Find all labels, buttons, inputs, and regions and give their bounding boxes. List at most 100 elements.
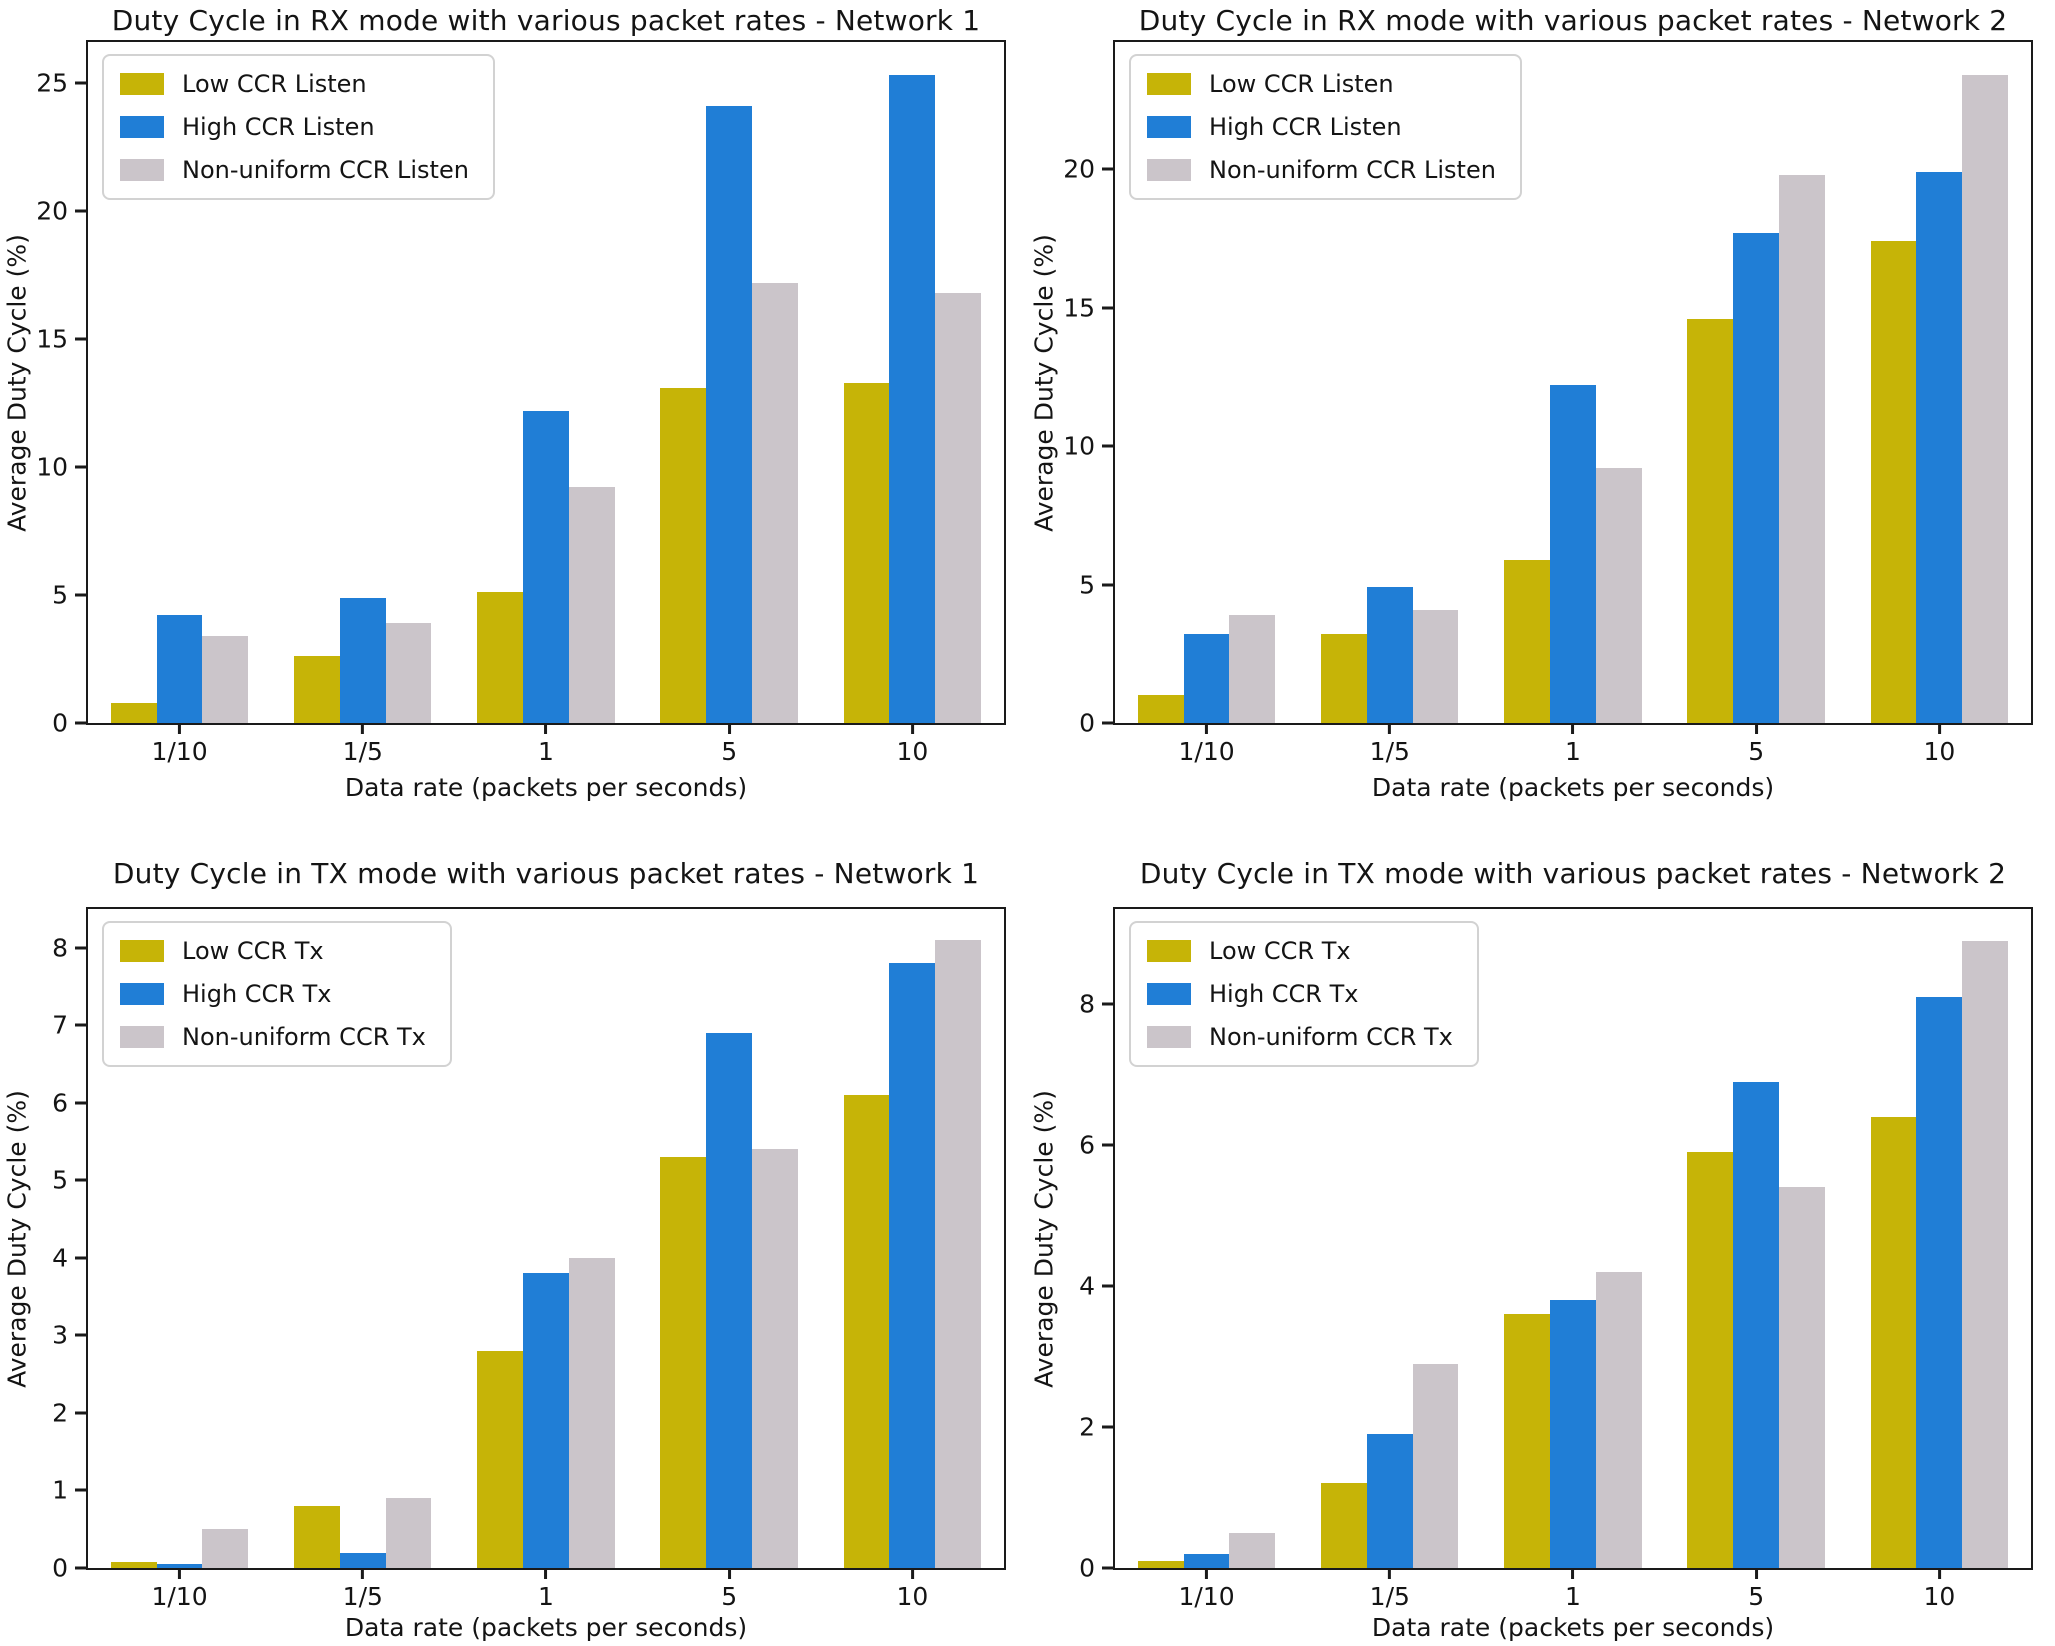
x-tick: 1 [538, 723, 554, 764]
bar-non-uniform-ccr-tx-1-10 [202, 1529, 249, 1568]
x-tick-mark [178, 1568, 182, 1579]
x-tick: 10 [1923, 723, 1955, 764]
y-tick-mark [1102, 306, 1113, 310]
legend-label: Non-uniform CCR Tx [182, 1023, 426, 1051]
y-tick-label: 8 [52, 933, 68, 963]
x-axis-label: Data rate (packets per seconds) [1371, 1613, 1775, 1642]
x-tick-label: 1 [1565, 737, 1581, 766]
x-tick-mark [1388, 1568, 1392, 1579]
x-axis-ticks: 1/10 1/5 1 5 10 [1115, 1568, 2031, 1618]
legend-swatch [1147, 1026, 1191, 1048]
x-tick-label: 1/10 [151, 737, 208, 766]
y-tick-mark [75, 593, 86, 597]
bar-high-ccr-tx-10 [889, 963, 936, 1568]
legend-item-high-ccr-listen: High CCR Listen [1147, 113, 1496, 141]
y-tick-label: 6 [1079, 1130, 1095, 1160]
bar-high-ccr-listen-1-5 [339, 597, 386, 723]
bar-group-1 [1481, 42, 1664, 723]
y-tick: 8 [1079, 992, 1113, 1017]
legend: Low CCR Tx High CCR Tx Non-uniform CCR Tx [102, 921, 452, 1067]
x-tick: 5 [721, 1568, 737, 1609]
bar-group-5 [638, 42, 821, 723]
bar-low-ccr-listen-5 [660, 387, 707, 723]
y-tick-mark [75, 1566, 86, 1570]
y-tick-label: 6 [52, 1088, 68, 1118]
x-tick-label: 1/10 [1178, 737, 1235, 766]
x-tick-mark [1205, 723, 1209, 734]
legend: Low CCR Listen High CCR Listen Non-uniform… [102, 54, 495, 200]
x-tick-mark [910, 1568, 914, 1579]
legend-swatch [120, 940, 164, 962]
bar-group-1 [454, 909, 637, 1568]
x-tick-label: 1/5 [1369, 1582, 1410, 1611]
chart-title: Duty Cycle in RX mode with various packe… [111, 4, 981, 37]
x-tick: 10 [896, 723, 928, 764]
bar-low-ccr-listen-1-5 [294, 656, 340, 723]
bar-high-ccr-tx-1-5 [1366, 1434, 1413, 1568]
x-tick-mark [1937, 1568, 1941, 1579]
legend: Low CCR Listen High CCR Listen Non-uniform… [1129, 54, 1522, 200]
bar-high-ccr-listen-1-10 [156, 615, 203, 723]
legend-item-high-ccr-tx: High CCR Tx [1147, 980, 1453, 1008]
y-tick-label: 1 [52, 1475, 68, 1505]
bar-high-ccr-listen-5 [706, 106, 753, 723]
x-tick-label: 1 [1565, 1582, 1581, 1611]
x-axis-ticks: 1/10 1/5 1 5 10 [1115, 723, 2031, 773]
x-tick: 1/10 [1179, 1568, 1235, 1609]
bar-low-ccr-listen-1-10 [110, 702, 157, 723]
x-tick-label: 5 [1748, 1582, 1765, 1611]
x-tick: 1/5 [343, 1568, 383, 1609]
bar-low-ccr-listen-1 [1504, 559, 1551, 723]
x-axis-label: Data rate (packets per seconds) [1371, 773, 1775, 802]
bar-group-1-5 [271, 42, 454, 723]
x-tick: 10 [896, 1568, 928, 1609]
legend-swatch [120, 159, 164, 181]
bar-group-1-10 [1115, 42, 1298, 723]
y-tick-label: 15 [36, 324, 68, 354]
bar-group-1-10 [88, 42, 271, 723]
y-tick-mark [1102, 1002, 1113, 1006]
y-tick-mark [1102, 167, 1113, 171]
x-tick-mark [1937, 723, 1941, 734]
y-tick: 25 [36, 70, 86, 95]
y-axis-label: Average Duty Cycle (%) [1029, 1089, 1059, 1388]
bar-non-uniform-ccr-listen-1-10 [1229, 615, 1276, 723]
bar-group-10 [821, 42, 1004, 723]
bar-high-ccr-tx-1-10 [156, 1564, 203, 1568]
y-tick-label: 10 [1063, 431, 1095, 461]
x-tick: 5 [1748, 723, 1764, 764]
legend-swatch [1147, 983, 1191, 1005]
y-tick-mark [1102, 1284, 1113, 1288]
bar-low-ccr-listen-10 [1870, 241, 1917, 723]
x-tick-label: 1 [538, 737, 554, 766]
plot-area: 0 2 4 6 8 1/10 1/5 1 5 10 Low CCR Tx High CCR Tx N… [1079, 907, 2033, 1609]
y-tick: 15 [36, 326, 86, 351]
legend-swatch [1147, 159, 1191, 181]
y-tick: 10 [1063, 434, 1113, 459]
y-tick: 6 [1079, 1133, 1113, 1158]
y-tick: 3 [52, 1323, 86, 1348]
bar-low-ccr-tx-1 [1504, 1314, 1551, 1568]
x-tick: 1 [1565, 723, 1581, 764]
bar-low-ccr-tx-1-5 [294, 1505, 340, 1568]
legend-swatch [1147, 73, 1191, 95]
bar-low-ccr-listen-1 [477, 592, 524, 723]
chart-rx-network-1: Duty Cycle in RX mode with various packe… [0, 0, 1027, 823]
legend-label: High CCR Listen [1209, 113, 1402, 141]
legend-label: High CCR Tx [1209, 980, 1359, 1008]
y-tick-label: 0 [52, 708, 68, 738]
bar-high-ccr-tx-1 [1550, 1300, 1596, 1568]
y-tick: 0 [52, 1556, 86, 1581]
x-tick: 1 [538, 1568, 554, 1609]
x-tick-mark [1754, 723, 1758, 734]
y-tick: 4 [1079, 1274, 1113, 1299]
y-tick: 5 [1079, 572, 1113, 597]
y-tick: 0 [1079, 711, 1113, 736]
y-tick-label: 0 [52, 1553, 68, 1583]
bar-high-ccr-tx-1-10 [1183, 1553, 1230, 1568]
y-tick-label: 4 [1079, 1271, 1095, 1301]
bar-high-ccr-tx-5 [706, 1033, 753, 1568]
x-tick: 1/5 [1370, 1568, 1410, 1609]
legend-swatch [120, 116, 164, 138]
y-tick: 10 [36, 455, 86, 480]
